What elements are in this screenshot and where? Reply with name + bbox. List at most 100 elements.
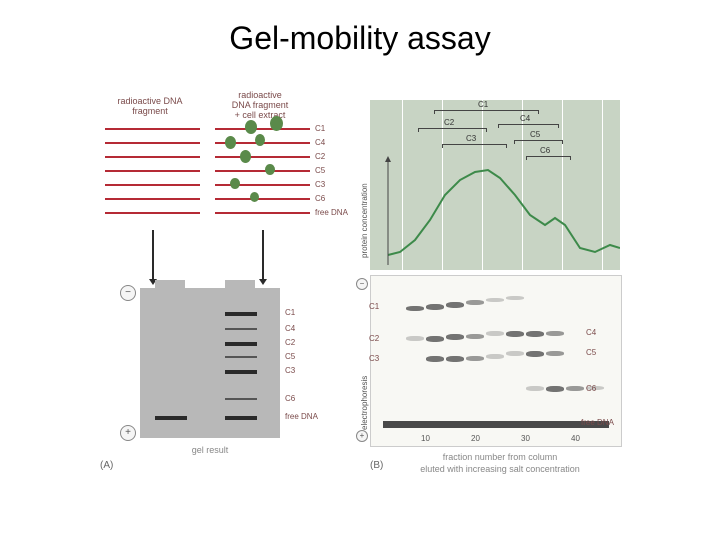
gel-band [225,370,257,374]
gel-photo-band [426,304,444,310]
gel-label-right: free DNA [581,418,614,427]
gel-label: C6 [285,394,295,403]
gel-label-left: C2 [369,334,379,343]
band-label: C6 [315,194,325,203]
x-tick: 20 [471,434,480,443]
gel-photo-band [446,302,464,308]
dna-line [105,156,200,158]
band-label: free DNA [315,208,348,217]
protein-blob [225,136,236,149]
gel-photo-band [506,296,524,300]
page-title: Gel-mobility assay [0,20,720,57]
gel-photo-band [406,306,424,311]
gel-photo-band [526,386,544,391]
gel-well [225,280,255,290]
gel-photo-band [546,351,564,356]
gel-photo-band [526,351,544,357]
gel-photo-band [546,331,564,336]
band-label: C3 [315,180,325,189]
protein-blob [240,150,251,163]
figure: radioactive DNAfragment radioactiveDNA f… [100,100,620,490]
y-axis-label: protein concentration [360,183,369,258]
left-col-label: radioactive DNAfragment [100,96,200,116]
gel-label-right: C4 [586,328,596,337]
panel-b-chart: C1 C2 C4 C3 C5 [370,100,620,270]
gel-photo-band [446,334,464,340]
gel-photo-band [446,356,464,362]
gel-photo-band [506,351,524,356]
dna-line [215,128,310,130]
protein-blob [255,134,265,146]
gel-label: C5 [285,352,295,361]
band-label: C2 [315,152,325,161]
gel-photo-band [486,298,504,302]
dna-line [105,184,200,186]
protein-blob [265,164,275,175]
x-tick: 40 [571,434,580,443]
dna-line [105,198,200,200]
gel-label: C3 [285,366,295,375]
panel-b-gel: C1 C2 C3 C4 C5 C6 free DNA 10 20 30 40 [370,275,622,447]
x-axis-label: fraction number from column [400,452,600,462]
gel-photo-band [506,331,524,337]
curve-svg [370,100,620,270]
gel-band [225,398,257,400]
x-tick: 30 [521,434,530,443]
minus-electrode-b: − [356,278,368,290]
gel-photo-band [406,336,424,341]
gel-photo-band [466,300,484,305]
band-label: C5 [315,166,325,175]
gel-label: C2 [285,338,295,347]
dna-line [105,212,200,214]
gel-photo-band [466,356,484,361]
gel-photo-band [426,336,444,342]
gel-result-label: gel result [160,445,260,455]
minus-electrode: − [120,285,136,301]
gel-label: free DNA [285,412,318,421]
plus-electrode: + [120,425,136,441]
panel-b-letter: (B) [370,460,383,471]
protein-blob [270,116,283,131]
free-dna-band [383,421,609,428]
gel-band [225,328,257,330]
gel-band [225,342,257,346]
x-axis-sublabel: eluted with increasing salt concentratio… [390,464,610,474]
dna-line [215,156,310,158]
dna-line [105,142,200,144]
band-label: C1 [315,124,325,133]
gel-bg [140,288,280,438]
gel-well [155,280,185,290]
gel-band [225,416,257,420]
gel-label-left: C1 [369,302,379,311]
gel-label-right: C5 [586,348,596,357]
gel-photo-band [526,331,544,337]
dna-line [215,212,310,214]
plus-electrode-b: + [356,430,368,442]
protein-blob [250,192,259,202]
x-tick: 10 [421,434,430,443]
panel-a-top: radioactive DNAfragment radioactiveDNA f… [100,100,360,250]
gel-photo-band [466,334,484,339]
right-col-label: radioactiveDNA fragment+ cell extract [210,90,310,120]
gel-label: C4 [285,324,295,333]
band-label: C4 [315,138,325,147]
dna-line [215,198,310,200]
gel-band [225,356,257,358]
gel-photo-band [486,354,504,359]
gel-photo-band [546,386,564,392]
electrophoresis-label: electrophoresis [360,376,369,430]
panel-a-letter: (A) [100,460,113,471]
gel-label-left: C3 [369,354,379,363]
gel-photo-band [486,331,504,336]
panel-a-gel: − + C1 C4 C2 C5 C3 C6 free DNA gel resul… [100,260,360,460]
protein-blob [230,178,240,189]
dna-line [105,170,200,172]
gel-label-right: C6 [586,384,596,393]
protein-blob [245,120,257,134]
gel-photo-band [566,386,584,391]
gel-label: C1 [285,308,295,317]
gel-band [155,416,187,420]
gel-photo-band [426,356,444,362]
dna-line [105,128,200,130]
gel-band [225,312,257,316]
